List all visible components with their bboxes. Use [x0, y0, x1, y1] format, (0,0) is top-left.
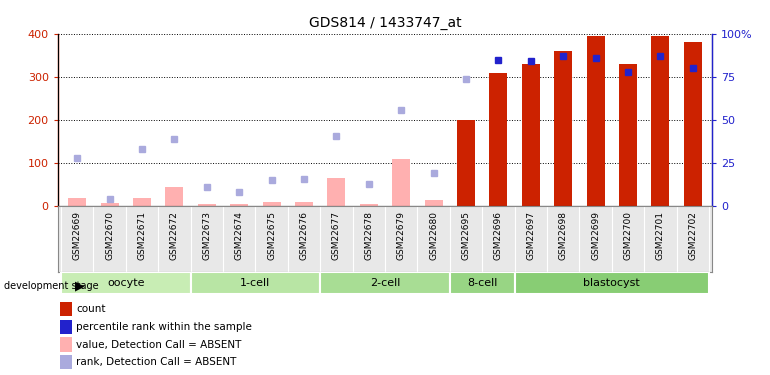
Text: GSM22700: GSM22700 [624, 211, 632, 261]
Text: GSM22697: GSM22697 [527, 211, 535, 261]
Text: blastocyst: blastocyst [584, 278, 640, 288]
Bar [587, 36, 604, 206]
Text: 1-cell: 1-cell [240, 278, 270, 288]
Text: GSM22672: GSM22672 [170, 211, 179, 260]
Bar [327, 178, 345, 206]
Text: GSM22677: GSM22677 [332, 211, 341, 261]
Text: oocyte: oocyte [107, 278, 145, 288]
Bar [60, 338, 72, 352]
Bar [651, 36, 669, 206]
Text: GSM22671: GSM22671 [138, 211, 146, 261]
Text: GSM22702: GSM22702 [688, 211, 698, 260]
Bar [320, 272, 450, 294]
Bar [69, 198, 86, 206]
Title: GDS814 / 1433747_at: GDS814 / 1433747_at [309, 16, 461, 30]
Text: ▶: ▶ [75, 279, 85, 292]
Bar [133, 198, 151, 206]
Bar [198, 204, 216, 206]
Bar [457, 120, 475, 206]
Bar [522, 64, 540, 206]
Text: value, Detection Call = ABSENT: value, Detection Call = ABSENT [76, 339, 242, 350]
Bar [554, 51, 572, 206]
Text: GSM22675: GSM22675 [267, 211, 276, 261]
Text: 8-cell: 8-cell [467, 278, 497, 288]
Text: GSM22695: GSM22695 [461, 211, 470, 261]
Text: GSM22678: GSM22678 [364, 211, 373, 261]
Bar [60, 355, 72, 369]
Text: development stage: development stage [4, 281, 99, 291]
Text: GSM22701: GSM22701 [656, 211, 665, 261]
Bar [450, 272, 514, 294]
Text: GSM22699: GSM22699 [591, 211, 600, 261]
Bar [263, 202, 280, 206]
Text: GSM22679: GSM22679 [397, 211, 406, 261]
Bar [166, 187, 183, 206]
Text: GSM22673: GSM22673 [203, 211, 211, 261]
Bar [60, 320, 72, 334]
Text: GSM22676: GSM22676 [300, 211, 309, 261]
Bar [360, 204, 378, 206]
Bar [514, 272, 709, 294]
Bar [619, 64, 637, 206]
Text: GSM22670: GSM22670 [105, 211, 114, 261]
Text: rank, Detection Call = ABSENT: rank, Detection Call = ABSENT [76, 357, 236, 368]
Text: percentile rank within the sample: percentile rank within the sample [76, 322, 252, 332]
Bar [425, 200, 443, 206]
Text: 2-cell: 2-cell [370, 278, 400, 288]
Text: GSM22669: GSM22669 [72, 211, 82, 261]
Text: GSM22698: GSM22698 [559, 211, 567, 261]
Bar [295, 202, 313, 206]
Bar [60, 302, 72, 316]
Text: count: count [76, 304, 105, 314]
Bar [392, 159, 410, 206]
Text: GSM22674: GSM22674 [235, 211, 243, 260]
Bar [61, 272, 191, 294]
Bar [490, 73, 507, 206]
Text: GSM22696: GSM22696 [494, 211, 503, 261]
Bar [230, 204, 248, 206]
Bar [684, 42, 701, 206]
Bar [191, 272, 320, 294]
Bar [101, 203, 119, 206]
Text: GSM22680: GSM22680 [429, 211, 438, 261]
